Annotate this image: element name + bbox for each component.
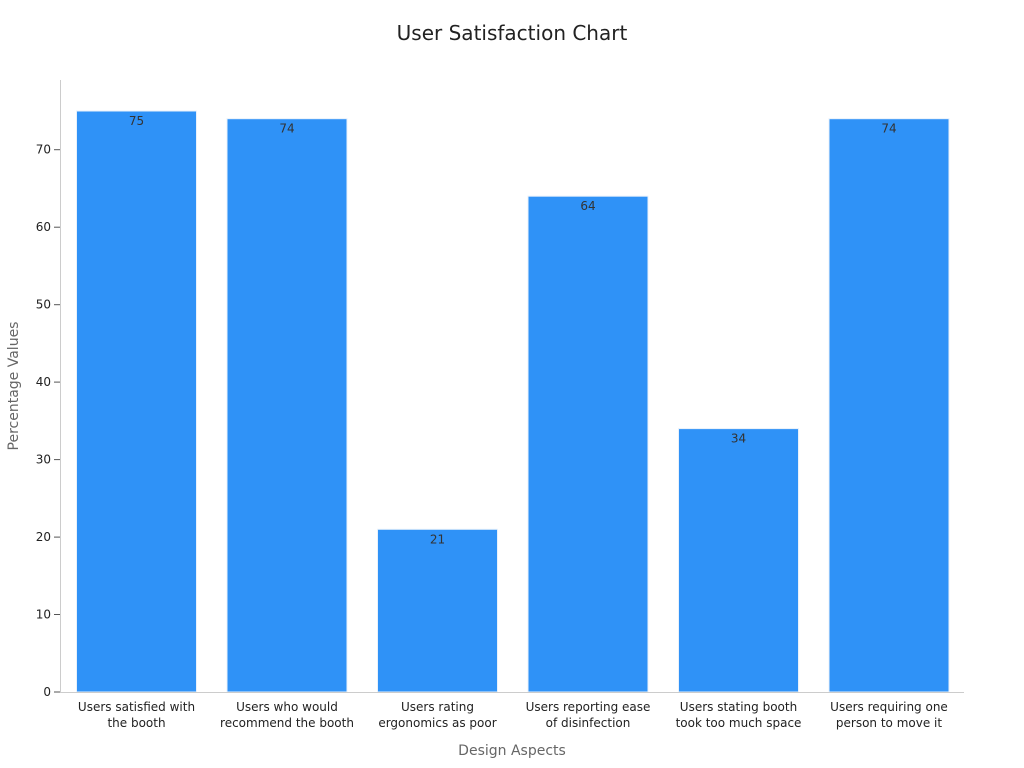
x-tick-label: Users requiring one person to move it — [830, 700, 948, 730]
x-tick-label-line: recommend the booth — [220, 716, 354, 730]
data-label: 34 — [731, 432, 746, 446]
chart-title: User Satisfaction Chart — [397, 21, 628, 45]
x-tick-label-line: of disinfection — [546, 716, 631, 730]
y-tick-label: 40 — [36, 375, 51, 389]
x-tick-label-line: took too much space — [676, 716, 802, 730]
y-tick-label: 20 — [36, 530, 51, 544]
bar — [377, 528, 498, 693]
x-tick-label-line: Users rating — [401, 700, 474, 714]
x-axis-label: Design Aspects — [458, 743, 566, 759]
x-tick-label-line: Users stating booth — [680, 700, 797, 714]
x-tick-label: Users stating booth took too much space — [676, 700, 802, 730]
y-tick-label: 10 — [36, 608, 51, 622]
x-tick-label: Users satisfied with the booth — [78, 700, 195, 730]
bar — [527, 195, 649, 693]
y-ticks-layer: 0 10 20 30 40 50 60 70 — [36, 143, 60, 699]
y-tick-label: 60 — [36, 220, 51, 234]
data-labels-layer: 75 74 21 64 34 74 — [129, 114, 897, 546]
x-tick-label: Users reporting ease of disinfection — [526, 700, 651, 730]
data-label: 64 — [580, 199, 595, 213]
data-label: 75 — [129, 114, 144, 128]
y-axis-label: Percentage Values — [6, 322, 22, 451]
x-tick-label: Users who would recommend the booth — [220, 700, 354, 730]
x-tick-label-line: ergonomics as poor — [378, 716, 496, 730]
x-labels-layer: Users satisfied with the booth Users who w… — [78, 700, 948, 730]
bars-layer — [76, 110, 950, 693]
bar — [828, 118, 950, 693]
x-tick-label-line: person to move it — [836, 716, 942, 730]
x-tick-label: Users rating ergonomics as poor — [378, 700, 496, 730]
data-label: 21 — [430, 532, 445, 546]
x-tick-label-line: Users satisfied with — [78, 700, 195, 714]
y-tick-label: 50 — [36, 298, 51, 312]
data-label: 74 — [279, 122, 294, 136]
bar — [678, 428, 799, 693]
data-label: 74 — [881, 122, 896, 136]
y-tick-label: 30 — [36, 453, 51, 467]
x-tick-label-line: Users requiring one — [830, 700, 948, 714]
bar — [76, 110, 197, 693]
x-tick-label-line: Users reporting ease — [526, 700, 651, 714]
x-tick-label-line: Users who would — [236, 700, 338, 714]
bar — [226, 118, 348, 693]
y-tick-label: 0 — [43, 685, 51, 699]
y-tick-label: 70 — [36, 143, 51, 157]
x-tick-label-line: the booth — [107, 716, 165, 730]
